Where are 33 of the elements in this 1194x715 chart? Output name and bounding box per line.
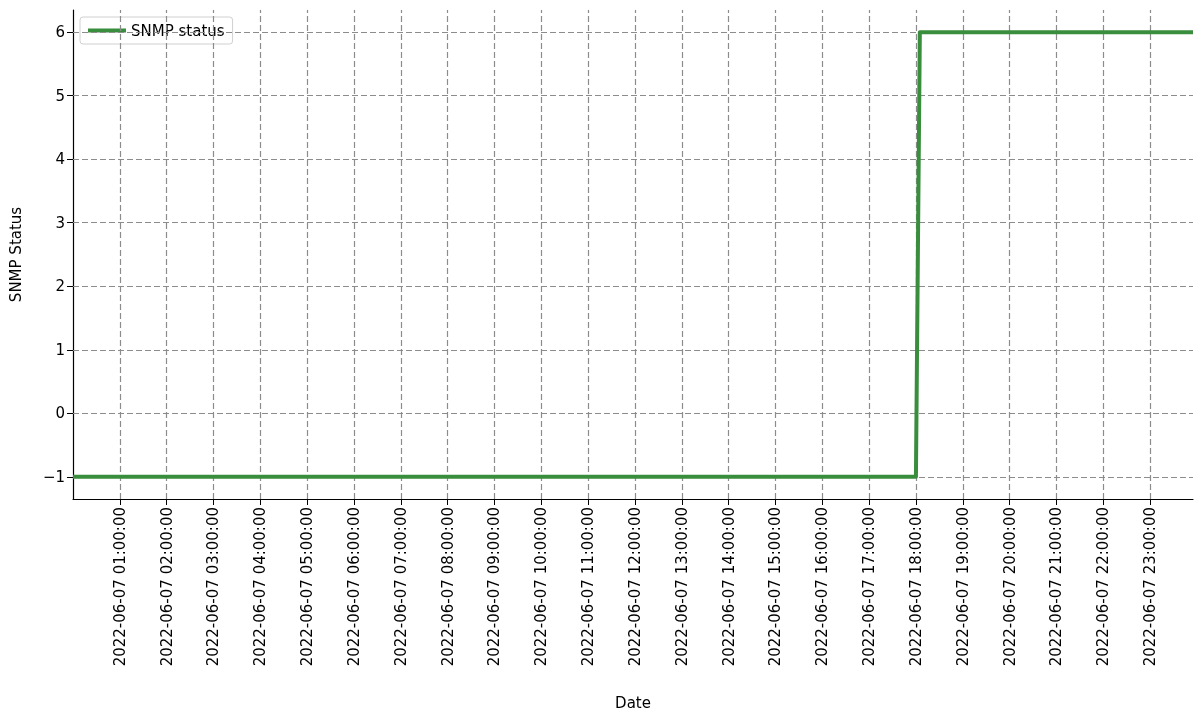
x-tick-label: 2022-06-07 16:00:00: [813, 507, 832, 667]
x-tick-label: 2022-06-07 19:00:00: [953, 507, 972, 667]
x-axis-title: Date: [615, 693, 651, 712]
x-tick-label: 2022-06-07 13:00:00: [672, 507, 691, 667]
x-tick-label: 2022-06-07 22:00:00: [1094, 507, 1113, 667]
x-tick-label: 2022-06-07 03:00:00: [204, 507, 223, 667]
y-axis-title: SNMP Status: [6, 206, 25, 303]
x-tick-label: 2022-06-07 06:00:00: [344, 507, 363, 667]
x-tick-label: 2022-06-07 04:00:00: [251, 507, 270, 667]
x-tick-label: 2022-06-07 12:00:00: [625, 507, 644, 667]
x-tick-label: 2022-06-07 05:00:00: [298, 507, 317, 667]
x-tick-label: 2022-06-07 02:00:00: [157, 507, 176, 667]
x-tick-label: 2022-06-07 23:00:00: [1141, 507, 1160, 667]
x-tick-label: 2022-06-07 09:00:00: [485, 507, 504, 667]
x-tick-label: 2022-06-07 21:00:00: [1047, 507, 1066, 667]
x-tick-label: 2022-06-07 11:00:00: [579, 507, 598, 667]
x-tick-label: 2022-06-07 14:00:00: [719, 507, 738, 667]
y-tick-label: 4: [55, 150, 65, 169]
y-tick-label: 0: [55, 404, 65, 423]
y-tick-label: 3: [55, 213, 65, 232]
x-tick-label: 2022-06-07 17:00:00: [860, 507, 879, 667]
x-tick-label: 2022-06-07 01:00:00: [110, 507, 129, 667]
y-tick-label: −1: [42, 467, 65, 486]
x-tick-label: 2022-06-07 10:00:00: [532, 507, 551, 667]
x-tick-label: 2022-06-07 20:00:00: [1000, 507, 1019, 667]
x-tick-label: 2022-06-07 18:00:00: [906, 507, 925, 667]
x-tick-label: 2022-06-07 08:00:00: [438, 507, 457, 667]
y-tick-label: 6: [55, 23, 65, 42]
y-tick-label: 1: [55, 340, 65, 359]
x-tick-label: 2022-06-07 07:00:00: [391, 507, 410, 667]
x-tick-label: 2022-06-07 15:00:00: [766, 507, 785, 667]
y-tick-label: 2: [55, 277, 65, 296]
y-tick-label: 5: [55, 86, 65, 105]
